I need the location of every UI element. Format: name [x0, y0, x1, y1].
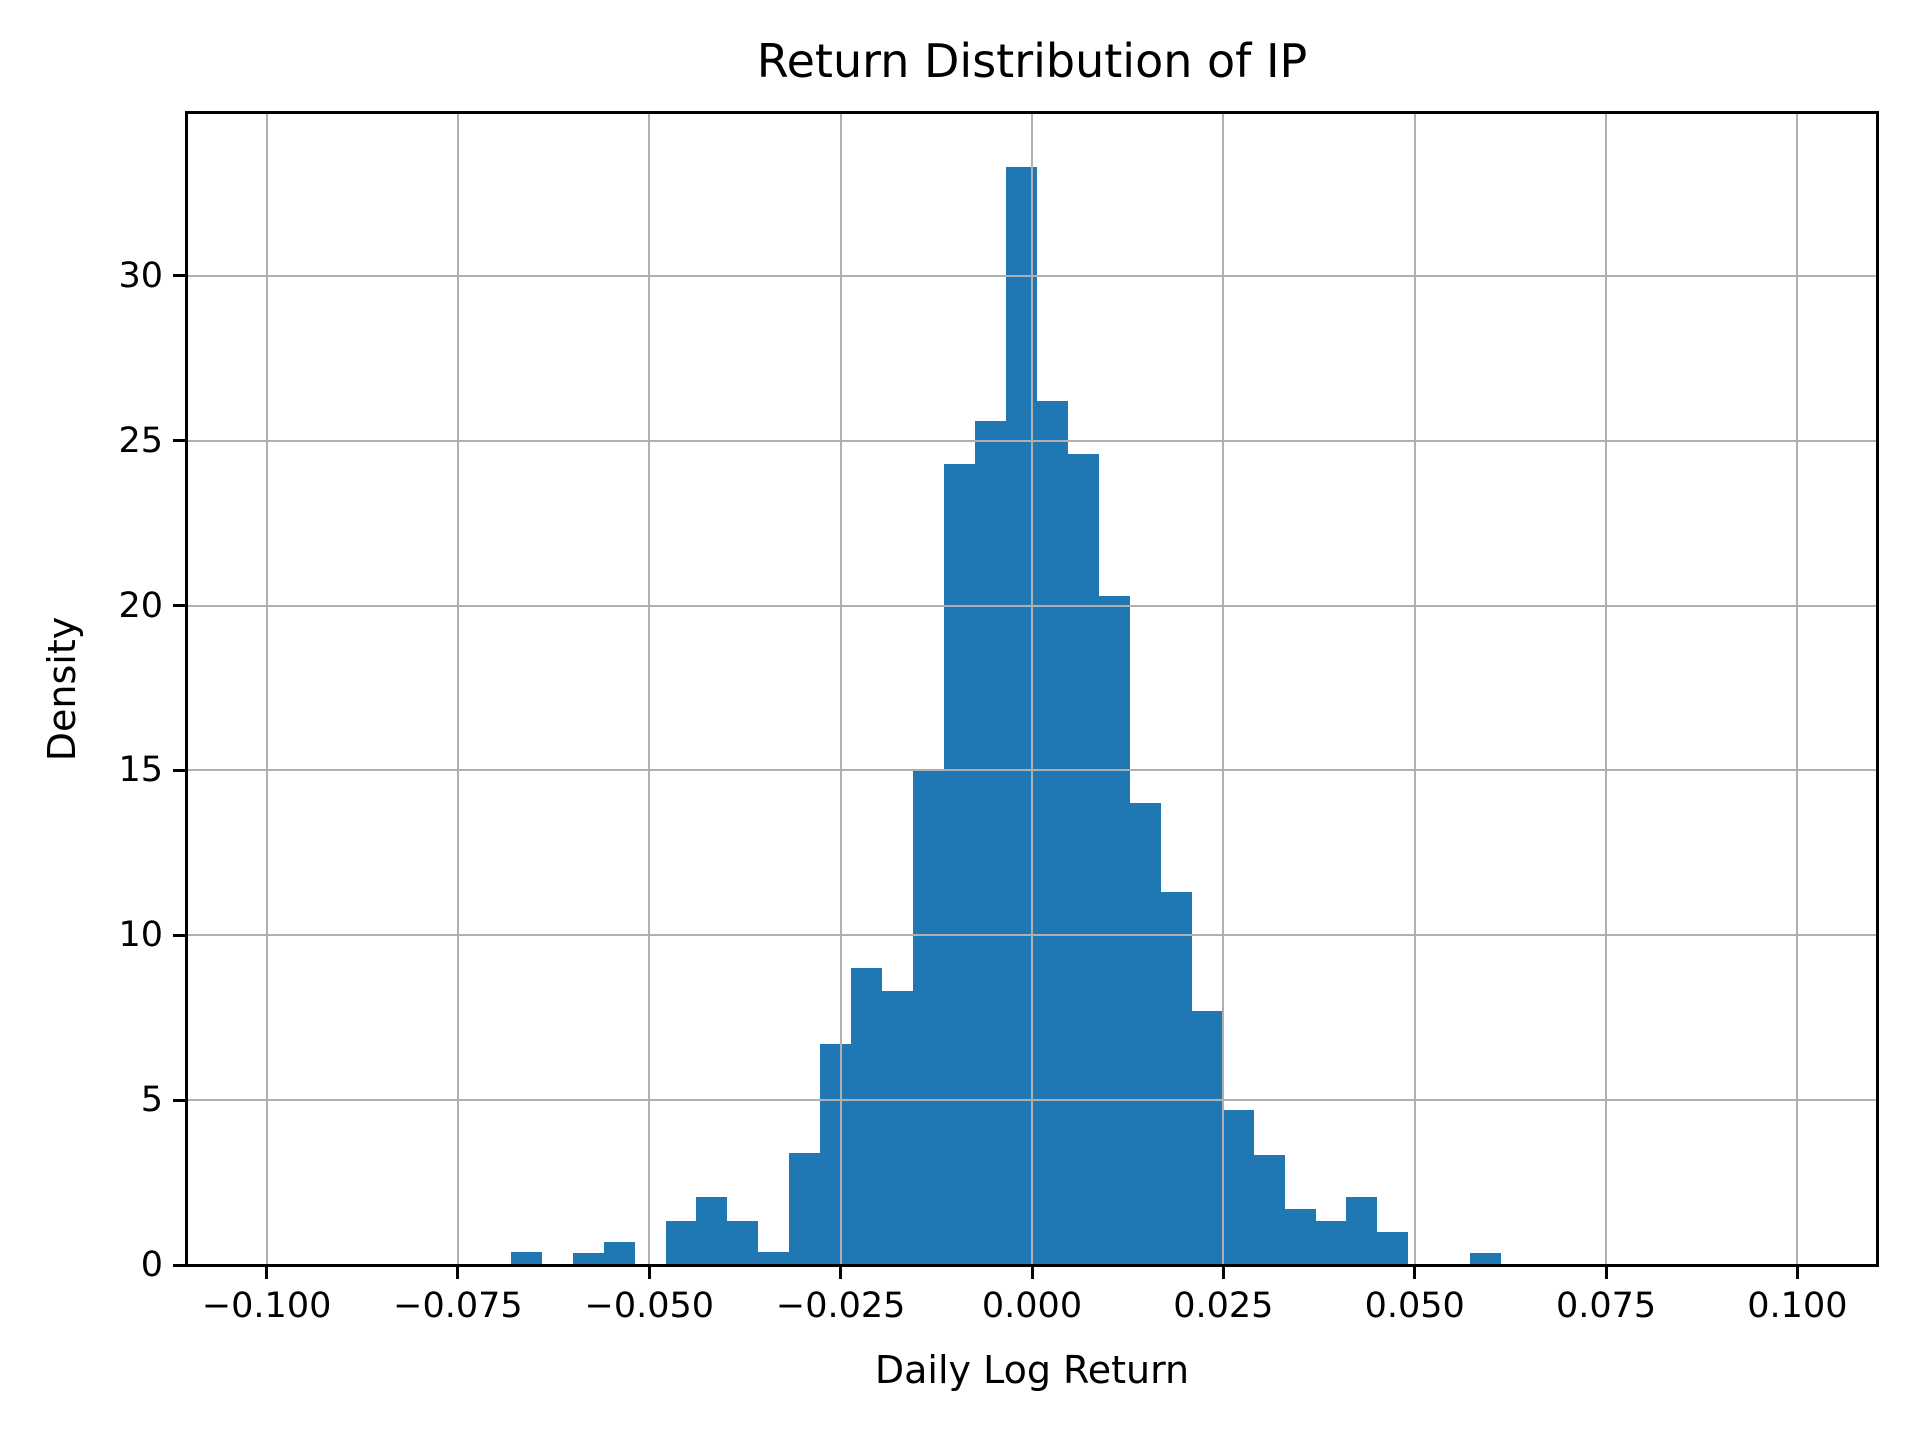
histogram-bar — [1191, 1011, 1223, 1265]
y-tick-mark — [173, 768, 187, 772]
y-tick-label: 0 — [140, 1245, 163, 1285]
y-gridline — [187, 769, 1877, 772]
histogram-bar — [913, 770, 945, 1265]
histogram-bar — [789, 1152, 821, 1265]
histogram-bar — [758, 1251, 790, 1265]
histogram-bar — [696, 1197, 728, 1265]
x-gridline — [1222, 113, 1225, 1265]
x-gridline — [456, 113, 459, 1265]
x-tick-label: −0.075 — [393, 1286, 523, 1326]
x-tick-mark — [1795, 1265, 1799, 1279]
x-tick-label: 0.075 — [1555, 1286, 1657, 1326]
histogram-bar — [727, 1220, 759, 1265]
histogram-bar — [1160, 892, 1192, 1265]
histogram-bar — [1315, 1220, 1347, 1265]
x-gridline — [1796, 113, 1799, 1265]
y-tick-label: 25 — [118, 420, 163, 461]
y-tick-label: 5 — [140, 1080, 163, 1121]
x-gridline — [1031, 113, 1033, 1265]
y-tick-mark — [173, 1263, 187, 1267]
plot-title: Return Distribution of IP — [756, 34, 1308, 88]
x-tick-label: −0.050 — [584, 1286, 715, 1326]
plot-area — [187, 113, 1877, 1265]
x-gridline — [1605, 113, 1608, 1265]
histogram-bar — [1036, 401, 1068, 1265]
histogram-bar — [1129, 803, 1161, 1265]
y-gridline — [187, 1099, 1877, 1102]
x-tick-mark — [1604, 1265, 1608, 1279]
x-axis-label: Daily Log Return — [874, 1348, 1190, 1392]
x-tick-label: −0.025 — [775, 1286, 906, 1326]
histogram-bar — [975, 420, 1006, 1265]
x-gridline — [648, 113, 651, 1265]
y-tick-label: 30 — [118, 255, 163, 296]
histogram-bar — [1346, 1197, 1378, 1265]
x-tick-mark — [1030, 1265, 1034, 1279]
histogram-bar — [572, 1253, 604, 1265]
y-tick-mark — [173, 274, 187, 278]
y-gridline — [187, 1264, 1877, 1265]
histogram-bar — [820, 1044, 852, 1265]
y-gridline — [187, 274, 1877, 277]
y-tick-label: 10 — [118, 915, 163, 956]
x-tick-label: 0.050 — [1364, 1286, 1465, 1326]
x-tick-label: 0.025 — [1173, 1286, 1274, 1326]
histogram-bar — [882, 991, 914, 1265]
histogram-bar — [1067, 453, 1099, 1265]
histogram-bar — [510, 1251, 542, 1265]
histogram-bar — [603, 1241, 635, 1265]
y-tick-mark — [173, 933, 187, 937]
histogram-bar — [1098, 595, 1130, 1265]
x-tick-label: 0.100 — [1747, 1286, 1848, 1326]
y-tick-label: 15 — [118, 750, 163, 791]
histogram-bar — [851, 968, 883, 1265]
y-tick-mark — [173, 604, 187, 608]
histogram-bar — [1377, 1232, 1409, 1265]
histogram-bar — [1470, 1253, 1502, 1265]
x-tick-mark — [1413, 1265, 1417, 1279]
y-tick-label: 20 — [118, 585, 163, 626]
x-gridline — [265, 113, 268, 1265]
y-gridline — [187, 934, 1877, 937]
x-tick-label: −0.100 — [201, 1286, 332, 1326]
histogram-bar — [1222, 1110, 1254, 1265]
y-tick-mark — [173, 439, 187, 443]
y-tick-mark — [173, 1098, 187, 1102]
x-tick-mark — [839, 1265, 843, 1279]
x-tick-label: 0.000 — [981, 1286, 1083, 1326]
histogram-bar — [1284, 1208, 1316, 1265]
x-gridline — [839, 113, 842, 1265]
x-gridline — [1413, 113, 1416, 1265]
histogram-bar — [944, 463, 976, 1265]
x-tick-mark — [265, 1265, 269, 1279]
histogram-bar — [1253, 1154, 1285, 1265]
x-tick-mark — [456, 1265, 460, 1279]
y-gridline — [187, 439, 1877, 442]
y-gridline — [187, 604, 1877, 607]
x-tick-mark — [1221, 1265, 1225, 1279]
y-axis-label: Density — [40, 616, 84, 762]
x-tick-mark — [647, 1265, 651, 1279]
histogram-bar — [665, 1220, 697, 1265]
